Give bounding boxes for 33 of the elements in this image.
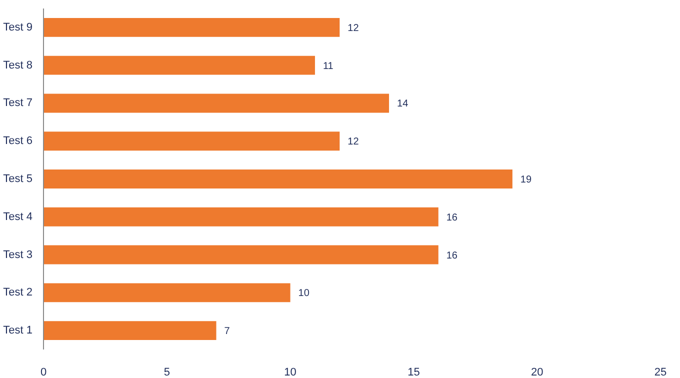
bar bbox=[44, 321, 216, 340]
x-tick-label: 10 bbox=[284, 366, 296, 378]
y-tick-label: Test 3 bbox=[3, 248, 33, 261]
x-tick-label: 5 bbox=[164, 366, 170, 378]
bar bbox=[44, 18, 340, 37]
data-label: 14 bbox=[397, 98, 409, 110]
bar bbox=[44, 207, 438, 226]
data-label: 12 bbox=[348, 136, 360, 148]
y-tick-label: Test 7 bbox=[3, 97, 33, 110]
y-tick-label: Test 9 bbox=[3, 21, 33, 34]
x-tick-label: 0 bbox=[40, 366, 47, 378]
data-label: 7 bbox=[224, 326, 230, 338]
y-tick-label: Test 8 bbox=[3, 59, 33, 72]
y-tick-label: Test 4 bbox=[3, 210, 33, 223]
bar bbox=[44, 56, 315, 75]
x-tick-label: 15 bbox=[408, 366, 420, 378]
y-tick-label: Test 2 bbox=[3, 286, 33, 299]
data-label: 12 bbox=[348, 22, 360, 34]
bar bbox=[44, 170, 512, 188]
y-tick-label: Test 1 bbox=[3, 324, 33, 337]
data-label: 16 bbox=[446, 250, 458, 262]
x-tick-label: 20 bbox=[530, 366, 544, 378]
data-label: 11 bbox=[322, 60, 334, 72]
bar bbox=[44, 283, 290, 302]
bar bbox=[44, 245, 438, 264]
data-label: 19 bbox=[520, 174, 532, 186]
y-tick-label: Test 6 bbox=[3, 135, 33, 148]
data-label: 16 bbox=[446, 212, 458, 224]
data-label: 10 bbox=[298, 288, 310, 300]
bar bbox=[44, 94, 390, 113]
x-tick-label: 25 bbox=[654, 366, 667, 378]
y-tick-label: Test 5 bbox=[3, 173, 33, 185]
bar bbox=[44, 132, 340, 151]
